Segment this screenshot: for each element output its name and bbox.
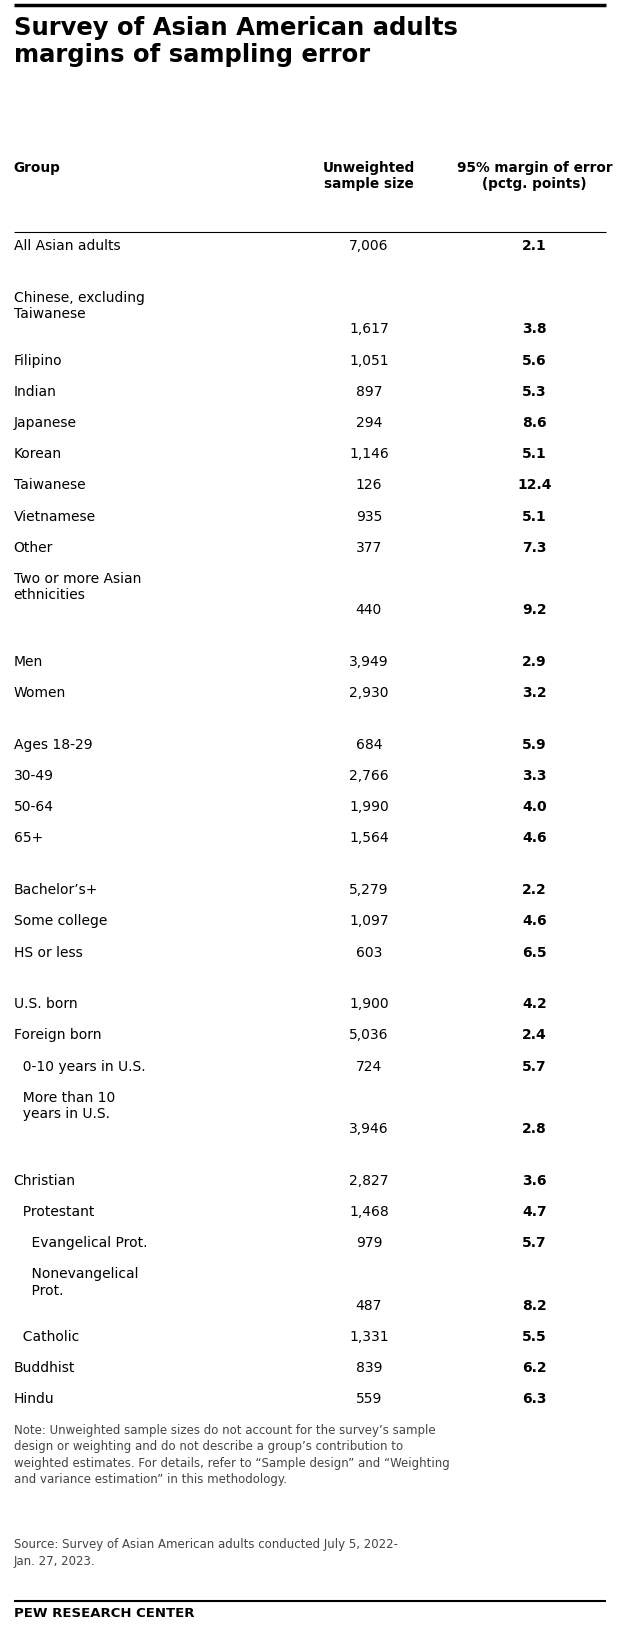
Text: 3.3: 3.3 <box>522 769 547 782</box>
Text: 5.1: 5.1 <box>522 510 547 523</box>
Text: Source: Survey of Asian American adults conducted July 5, 2022-
Jan. 27, 2023.: Source: Survey of Asian American adults … <box>14 1537 397 1567</box>
Text: 2,930: 2,930 <box>349 685 389 700</box>
Text: Group: Group <box>14 161 61 175</box>
Text: 1,331: 1,331 <box>349 1329 389 1342</box>
Text: 2,827: 2,827 <box>349 1174 389 1187</box>
Text: Foreign born: Foreign born <box>14 1028 101 1042</box>
Text: 839: 839 <box>356 1360 382 1373</box>
Text: 684: 684 <box>356 738 382 751</box>
Text: Other: Other <box>14 541 53 554</box>
Text: 603: 603 <box>356 946 382 959</box>
Text: HS or less: HS or less <box>14 946 82 959</box>
Text: 1,900: 1,900 <box>349 997 389 1011</box>
Text: 30-49: 30-49 <box>14 769 54 782</box>
Text: Catholic: Catholic <box>14 1329 79 1342</box>
Text: Evangelical Prot.: Evangelical Prot. <box>14 1236 147 1249</box>
Text: Some college: Some college <box>14 915 107 928</box>
Text: Survey of Asian American adults
margins of sampling error: Survey of Asian American adults margins … <box>14 16 458 67</box>
Text: Ages 18-29: Ages 18-29 <box>14 738 92 751</box>
Text: 9.2: 9.2 <box>522 603 547 616</box>
Text: 126: 126 <box>356 479 382 492</box>
Text: 6.3: 6.3 <box>522 1392 547 1405</box>
Text: 3,949: 3,949 <box>349 654 389 669</box>
Text: Korean: Korean <box>14 447 62 461</box>
Text: 5.5: 5.5 <box>522 1329 547 1342</box>
Text: 5.7: 5.7 <box>522 1236 547 1249</box>
Text: 1,097: 1,097 <box>349 915 389 928</box>
Text: 5.6: 5.6 <box>522 354 547 367</box>
Text: 3.8: 3.8 <box>522 323 547 336</box>
Text: 5.1: 5.1 <box>522 447 547 461</box>
Text: 5.7: 5.7 <box>522 1059 547 1074</box>
Text: 4.7: 4.7 <box>522 1205 547 1218</box>
Text: Protestant: Protestant <box>14 1205 94 1218</box>
Text: 7,006: 7,006 <box>349 239 389 254</box>
Text: 8.6: 8.6 <box>522 416 547 429</box>
Text: Buddhist: Buddhist <box>14 1360 75 1373</box>
Text: Bachelor’s+: Bachelor’s+ <box>14 882 98 897</box>
Text: 294: 294 <box>356 416 382 429</box>
Text: 4.6: 4.6 <box>522 915 547 928</box>
Text: 1,146: 1,146 <box>349 447 389 461</box>
Text: Unweighted
sample size: Unweighted sample size <box>323 161 415 190</box>
Text: Christian: Christian <box>14 1174 76 1187</box>
Text: 3,946: 3,946 <box>349 1121 389 1136</box>
Text: 5,036: 5,036 <box>349 1028 389 1042</box>
Text: 3.2: 3.2 <box>522 685 547 700</box>
Text: 2.4: 2.4 <box>522 1028 547 1042</box>
Text: Taiwanese: Taiwanese <box>14 479 86 492</box>
Text: More than 10
  years in U.S.: More than 10 years in U.S. <box>14 1090 115 1121</box>
Text: 50-64: 50-64 <box>14 800 54 813</box>
Text: 4.0: 4.0 <box>522 800 547 813</box>
Text: 5.9: 5.9 <box>522 738 547 751</box>
Text: 4.2: 4.2 <box>522 997 547 1011</box>
Text: 65+: 65+ <box>14 831 43 846</box>
Text: 559: 559 <box>356 1392 382 1405</box>
Text: 979: 979 <box>356 1236 382 1249</box>
Text: Filipino: Filipino <box>14 354 62 367</box>
Text: Vietnamese: Vietnamese <box>14 510 95 523</box>
Text: 1,051: 1,051 <box>349 354 389 367</box>
Text: All Asian adults: All Asian adults <box>14 239 120 254</box>
Text: 487: 487 <box>356 1298 382 1311</box>
Text: 6.5: 6.5 <box>522 946 547 959</box>
Text: 0-10 years in U.S.: 0-10 years in U.S. <box>14 1059 145 1074</box>
Text: 5,279: 5,279 <box>349 882 389 897</box>
Text: 1,564: 1,564 <box>349 831 389 846</box>
Text: 2.1: 2.1 <box>522 239 547 254</box>
Text: Indian: Indian <box>14 385 56 398</box>
Text: 2.8: 2.8 <box>522 1121 547 1136</box>
Text: 2,766: 2,766 <box>349 769 389 782</box>
Text: 4.6: 4.6 <box>522 831 547 846</box>
Text: 7.3: 7.3 <box>522 541 547 554</box>
Text: 724: 724 <box>356 1059 382 1074</box>
Text: 8.2: 8.2 <box>522 1298 547 1311</box>
Text: 897: 897 <box>356 385 382 398</box>
Text: Women: Women <box>14 685 66 700</box>
Text: Hindu: Hindu <box>14 1392 55 1405</box>
Text: 2.2: 2.2 <box>522 882 547 897</box>
Text: U.S. born: U.S. born <box>14 997 78 1011</box>
Text: Chinese, excluding
Taiwanese: Chinese, excluding Taiwanese <box>14 290 144 321</box>
Text: Men: Men <box>14 654 43 669</box>
Text: Japanese: Japanese <box>14 416 77 429</box>
Text: 3.6: 3.6 <box>522 1174 547 1187</box>
Text: PEW RESEARCH CENTER: PEW RESEARCH CENTER <box>14 1606 194 1619</box>
Text: 5.3: 5.3 <box>522 385 547 398</box>
Text: Two or more Asian
ethnicities: Two or more Asian ethnicities <box>14 572 141 602</box>
Text: 1,617: 1,617 <box>349 323 389 336</box>
Text: 6.2: 6.2 <box>522 1360 547 1373</box>
Text: 12.4: 12.4 <box>517 479 552 492</box>
Text: 1,990: 1,990 <box>349 800 389 813</box>
Text: Nonevangelical
    Prot.: Nonevangelical Prot. <box>14 1267 138 1296</box>
Text: 440: 440 <box>356 603 382 616</box>
Text: 377: 377 <box>356 541 382 554</box>
Text: 935: 935 <box>356 510 382 523</box>
Text: 95% margin of error
(pctg. points): 95% margin of error (pctg. points) <box>456 161 613 190</box>
Text: 1,468: 1,468 <box>349 1205 389 1218</box>
Text: 2.9: 2.9 <box>522 654 547 669</box>
Text: Note: Unweighted sample sizes do not account for the survey’s sample
design or w: Note: Unweighted sample sizes do not acc… <box>14 1423 449 1485</box>
